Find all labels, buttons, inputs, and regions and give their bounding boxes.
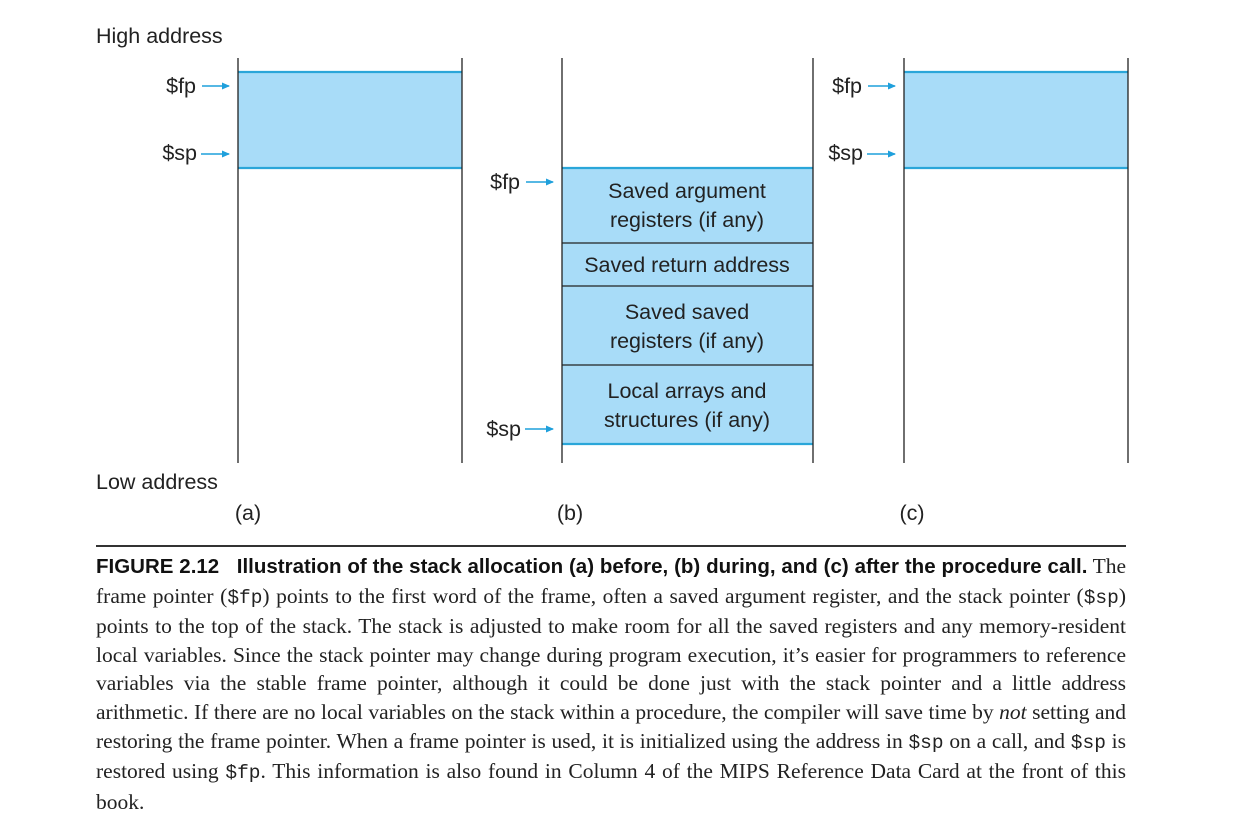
caption-code-sp-3: $sp xyxy=(1070,731,1106,754)
panel-a-frame-block xyxy=(238,72,462,168)
caption-code-sp-2: $sp xyxy=(908,731,944,754)
caption-text-3: ) points to the top of the stack. The st… xyxy=(96,583,1126,724)
caption-text-6: is restored using xyxy=(96,728,1126,784)
panel-b-sp-label: $sp xyxy=(486,417,521,441)
panel-c-frame-block xyxy=(904,72,1128,168)
figure-title-spacer xyxy=(219,555,237,578)
panel-c: $fp $sp (c) xyxy=(828,58,1129,525)
caption-text-5: on a call, and xyxy=(943,728,1071,753)
caption-emphasis-not: not xyxy=(999,699,1027,724)
caption-code-fp-2: $fp xyxy=(225,762,261,785)
caption-text-4: setting and restoring the frame pointer.… xyxy=(96,699,1127,753)
caption-text-1: The frame pointer ( xyxy=(96,554,1126,608)
figure-title: Illustration of the stack allocation (a)… xyxy=(236,555,1088,578)
block-saved-return-address: Saved return address xyxy=(584,253,790,277)
figure-caption: FIGURE 2.12 Illustration of the stack al… xyxy=(96,552,1126,816)
caption-divider xyxy=(96,545,1126,547)
panel-a-fp-label: $fp xyxy=(166,74,196,98)
panel-a-sp-label: $sp xyxy=(162,141,197,165)
caption-code-sp: $sp xyxy=(1083,586,1119,609)
low-address-label: Low address xyxy=(96,470,218,494)
panel-b-fp-label: $fp xyxy=(490,170,520,194)
panel-c-caption-letter: (c) xyxy=(899,501,924,525)
block-saved-saved-line-2: registers (if any) xyxy=(610,329,764,353)
block-saved-argument-line-1: Saved argument xyxy=(608,179,766,203)
caption-text-2: ) points to the first word of the frame,… xyxy=(262,583,1084,608)
caption-code-fp: $fp xyxy=(227,586,263,609)
caption-text-7: . This information is also found in Colu… xyxy=(96,759,1127,814)
panel-b-frame-fill xyxy=(562,168,813,444)
stack-allocation-diagram: High address Low address $fp $sp (a) Sav… xyxy=(96,24,1129,525)
panel-a: $fp $sp (a) xyxy=(162,58,463,525)
panel-b: Saved argument registers (if any) Saved … xyxy=(486,58,814,525)
block-local-arrays-line-2: structures (if any) xyxy=(604,408,770,432)
panel-c-sp-label: $sp xyxy=(828,141,863,165)
panel-c-fp-label: $fp xyxy=(832,74,862,98)
block-local-arrays-line-1: Local arrays and xyxy=(608,379,767,403)
high-address-label: High address xyxy=(96,24,223,48)
figure-label: FIGURE 2.12 xyxy=(96,555,220,578)
panel-b-caption-letter: (b) xyxy=(557,501,583,525)
block-saved-saved-line-1: Saved saved xyxy=(625,300,749,324)
panel-a-caption-letter: (a) xyxy=(235,501,261,525)
block-saved-argument-line-2: registers (if any) xyxy=(610,208,764,232)
